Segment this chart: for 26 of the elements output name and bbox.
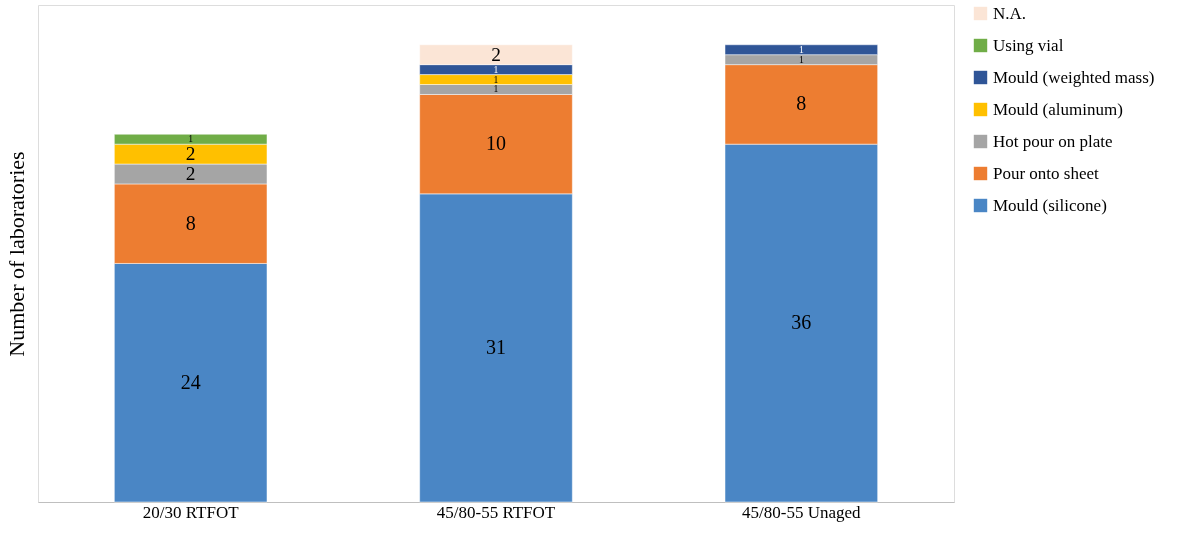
data-label: 1 [493,83,499,95]
data-label: 1 [798,53,804,65]
data-label: 1 [493,73,499,85]
data-label: 24 [180,370,201,393]
legend-label: Using vial [993,35,1064,55]
data-label: 10 [486,132,506,155]
legend-label: Mould (weighted mass) [993,67,1155,87]
data-label: 36 [791,311,812,334]
legend-label: Mould (aluminum) [993,99,1123,119]
data-label: 2 [185,162,196,184]
legend-label: Hot pour on plate [993,131,1113,151]
data-label: 8 [185,211,196,234]
x-tick-label: 20/30 RTFOT [142,502,240,522]
x-tick-label: 45/80-55 Unaged [742,502,862,522]
data-label: 1 [493,63,499,75]
x-tick-label: 45/80-55 RTFOT [436,502,556,522]
legend-label: Pour onto sheet [993,163,1100,183]
data-label: 31 [486,335,506,358]
data-label: 1 [798,43,804,55]
data-label: 1 [188,133,194,145]
data-label: 2 [491,43,501,65]
data-label: 2 [185,143,196,165]
legend-label: N.A. [993,3,1027,23]
data-label: 8 [796,92,807,115]
legend-label: Mould (silicone) [993,195,1107,215]
y-axis-title: Number of laboratories [3,151,29,357]
